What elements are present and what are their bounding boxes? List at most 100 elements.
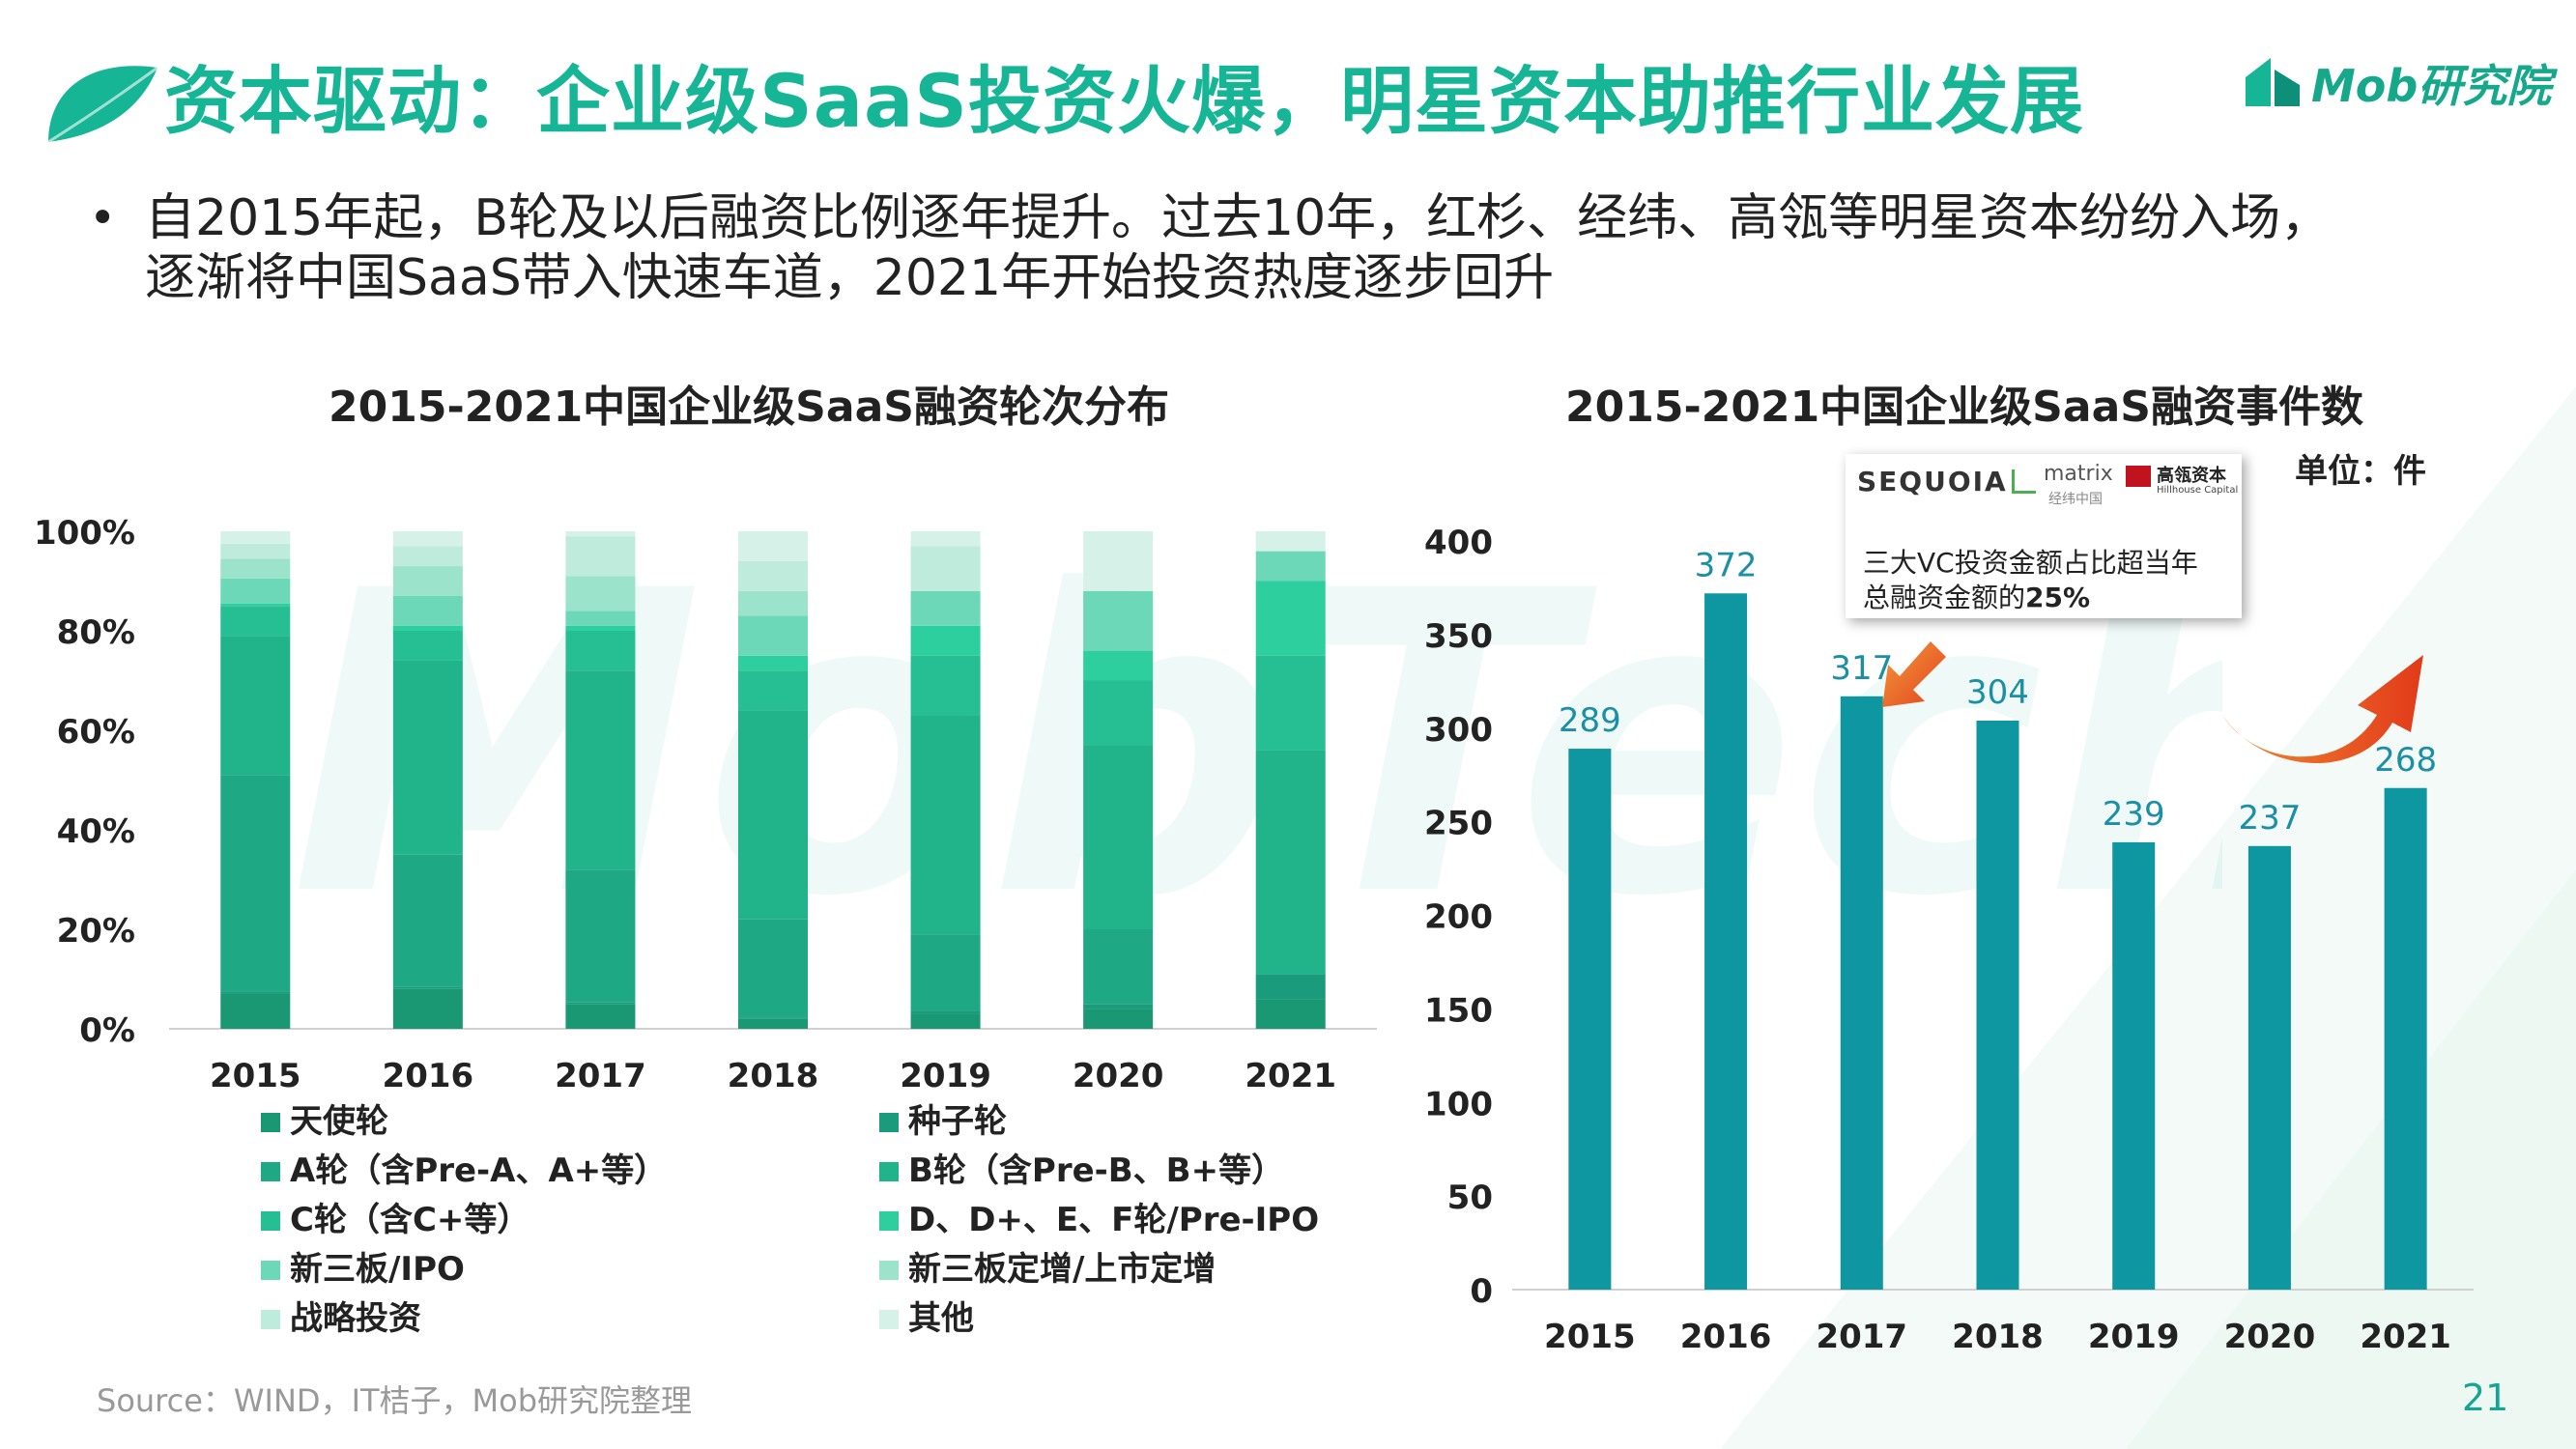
legend-item: 种子轮 <box>879 1101 1372 1143</box>
stacked-bar-segment <box>738 1018 808 1029</box>
stacked-bar-segment <box>392 631 463 661</box>
legend-item: 新三板定增/上市定增 <box>879 1249 1372 1291</box>
y-tick-label: 50 <box>1447 1179 1493 1217</box>
stacked-bar-segment <box>392 854 463 987</box>
legend-label: 战略投资 <box>290 1299 421 1338</box>
legend-item: 天使轮 <box>261 1101 879 1143</box>
y-tick-label: 300 <box>1424 711 1493 750</box>
left-chart-title: 2015-2021中国企业级SaaS融资轮次分布 <box>329 383 1169 432</box>
stacked-bar-segment <box>1083 745 1154 929</box>
stacked-bar-segment <box>910 546 981 591</box>
sequoia-mark-icon <box>2012 469 2036 494</box>
stacked-bar-segment <box>738 531 808 561</box>
brand-name: Mob研究院 <box>2311 60 2552 112</box>
y-tick-label: 150 <box>1424 991 1493 1030</box>
stacked-bar-segment <box>565 611 636 626</box>
stacked-bar-segment <box>220 603 291 607</box>
stacked-bar-segment <box>1255 531 1326 552</box>
y-tick-label: 20% <box>57 912 135 951</box>
x-tick-label: 2015 <box>210 1057 301 1095</box>
bar-value-label: 239 <box>2103 795 2165 834</box>
stacked-bar-segment <box>392 660 463 855</box>
stacked-bar-segment <box>738 919 808 1018</box>
vc-annotation-percent: 25% <box>2025 582 2091 613</box>
stacked-bar-segment <box>738 670 808 711</box>
x-tick-label: 2021 <box>2360 1318 2451 1356</box>
hillhouse-mark-icon <box>2126 466 2151 487</box>
stacked-bar-segment <box>910 715 981 935</box>
legend-label: D、D+、E、F轮/Pre-IPO <box>908 1201 1320 1239</box>
rebound-arrow-icon <box>2222 655 2423 763</box>
down-arrow-icon <box>1882 641 1946 707</box>
x-tick-label: 2017 <box>555 1057 646 1095</box>
stacked-bar-segment <box>1083 531 1154 591</box>
y-tick-label: 100 <box>1424 1085 1493 1123</box>
bar-value-label: 289 <box>1559 701 1621 740</box>
stacked-bar-segment <box>1255 999 1326 1029</box>
stacked-bar-segment <box>565 625 636 631</box>
y-tick-label: 80% <box>57 613 135 652</box>
stacked-bar-segment <box>1083 680 1154 746</box>
legend-swatch <box>261 1260 280 1280</box>
vc-annotation-line-2: 总融资金额的 <box>1863 582 2026 613</box>
stacked-bar-segment <box>220 578 291 604</box>
stacked-bar-segment <box>220 606 291 637</box>
vc-annotation-line-1: 三大VC投资金额占比超当年 <box>1863 547 2198 579</box>
stacked-bar-segment <box>1255 974 1326 1000</box>
stacked-bar-segment <box>738 710 808 920</box>
stacked-bar-segment <box>1255 750 1326 975</box>
legend-swatch <box>261 1161 280 1181</box>
bar-value-label: 237 <box>2238 799 2301 838</box>
stacked-bar-segment <box>565 631 636 671</box>
bar-value-label: 372 <box>1695 546 1758 584</box>
stacked-bar-segment <box>738 1017 808 1019</box>
x-tick-label: 2019 <box>900 1057 991 1095</box>
vc-annotation-box: SEQUOIA matrix 经纬中国 高瓴资本 Hillhouse Capit… <box>1846 454 2242 618</box>
y-tick-label: 60% <box>57 713 135 752</box>
stacked-bar-segment <box>565 576 636 611</box>
stacked-bar-segment <box>1083 1009 1154 1029</box>
stacked-bar-segment <box>1255 655 1326 751</box>
stacked-bar-segment <box>738 590 808 616</box>
stacked-bar-segment <box>1255 581 1326 656</box>
left-chart-legend: 天使轮 种子轮 A轮（含Pre-A、A+等） B轮（含Pre-B、B+等） C轮（含C+… <box>261 1101 1372 1340</box>
page-title: 资本驱动：企业级SaaS投资火爆，明星资本助推行业发展 <box>164 58 2085 144</box>
y-tick-label: 0 <box>1470 1272 1493 1311</box>
y-tick-label: 0% <box>79 1011 135 1050</box>
stacked-bar-segment <box>1083 1004 1154 1009</box>
y-tick-label: 350 <box>1424 617 1493 656</box>
legend-swatch <box>879 1112 899 1132</box>
matrix-logo: matrix <box>2044 462 2113 486</box>
legend-label: 天使轮 <box>290 1102 388 1141</box>
stacked-bar-segment <box>392 986 463 989</box>
stacked-bar-segment <box>1083 929 1154 1005</box>
stacked-bar-segment <box>220 993 291 1029</box>
stacked-bar-segment <box>220 775 291 992</box>
stacked-bar-segment <box>910 655 981 716</box>
legend-item: 其他 <box>879 1298 1372 1340</box>
stacked-bar-segment <box>220 543 291 559</box>
bar <box>1976 721 2019 1290</box>
legend-swatch <box>879 1309 899 1329</box>
legend-label: B轮（含Pre-B、B+等） <box>908 1151 1285 1190</box>
stacked-bar-segment <box>738 615 808 656</box>
x-tick-label: 2018 <box>1952 1318 2044 1356</box>
stacked-bar-segment <box>565 1002 636 1005</box>
stacked-bar-segment <box>910 934 981 1011</box>
legend-item: B轮（含Pre-B、B+等） <box>879 1151 1372 1192</box>
sequoia-logo: SEQUOIA <box>1857 466 2008 497</box>
x-tick-label: 2015 <box>1544 1318 1636 1356</box>
x-tick-label: 2019 <box>2088 1318 2180 1356</box>
stacked-bar-segment <box>392 625 463 631</box>
stacked-bar-segment <box>1255 551 1326 582</box>
stacked-bar-segment <box>220 636 291 776</box>
stacked-bar-segment <box>910 531 981 547</box>
title-leaf-icon <box>47 66 158 144</box>
summary-line-1: 自2015年起，B轮及以后融资比例逐年提升。过去10年，红杉、经纬、高瓴等明星资… <box>145 189 2332 247</box>
y-tick-label: 100% <box>34 514 135 553</box>
legend-label: 种子轮 <box>908 1102 1007 1141</box>
bar <box>2384 787 2427 1290</box>
stacked-bar-segment <box>910 625 981 656</box>
stacked-bar-segment <box>565 670 636 870</box>
bar-value-label: 268 <box>2374 741 2437 780</box>
